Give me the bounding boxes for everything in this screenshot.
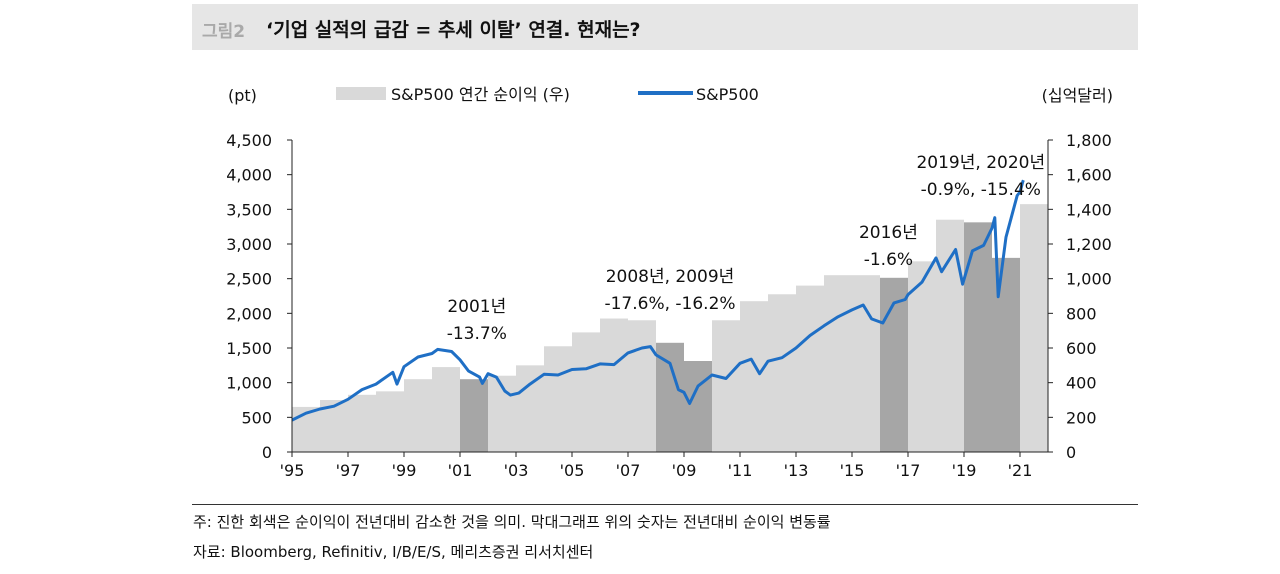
x-tick-label: '19	[952, 461, 977, 480]
figure-title: ‘기업 실적의 급감 = 추세 이탈’ 연결. 현재는?	[266, 19, 641, 41]
earnings-bar-2011	[740, 301, 768, 452]
earnings-bar-2021	[1020, 204, 1048, 452]
left-tick-label: 2,500	[226, 270, 272, 289]
axes: 0 500 1,000 1,500 2,000 2,500 3,000 3,500 4,000 4…	[226, 131, 1112, 480]
earnings-bar-2019	[964, 222, 992, 452]
left-tick-label: 4,000	[226, 166, 272, 185]
x-tick-label: '09	[672, 461, 697, 480]
figure-title-bar: 그림2 ‘기업 실적의 급감 = 추세 이탈’ 연결. 현재는?	[192, 4, 1138, 50]
right-tick-label: 1,800	[1066, 131, 1112, 150]
annotation-3-line-1: -0.9%, -15.4%	[921, 180, 1041, 200]
earnings-bar-2014	[824, 275, 852, 452]
right-tick-label: 800	[1066, 304, 1097, 323]
left-tick-label: 2,000	[226, 304, 272, 323]
right-tick-label: 1,600	[1066, 166, 1112, 185]
footer-divider	[192, 504, 1138, 505]
legend-label-sp500: S&P500	[696, 85, 759, 104]
legend-swatch-earnings	[336, 87, 386, 100]
annotation-2-line-1: -1.6%	[864, 250, 913, 270]
annotation-3-line-0: 2019년, 2020년	[916, 153, 1045, 173]
left-tick-label: 3,000	[226, 235, 272, 254]
left-tick-label: 0	[262, 443, 272, 462]
x-tick-label: '03	[504, 461, 529, 480]
left-tick-label: 1,000	[226, 374, 272, 393]
earnings-bars	[292, 204, 1048, 452]
earnings-bar-2012	[768, 294, 796, 452]
earnings-bar-2006	[600, 318, 628, 452]
x-tick-label: '17	[896, 461, 921, 480]
earnings-bar-2010	[712, 320, 740, 452]
annotation-1-line-1: -17.6%, -16.2%	[604, 294, 735, 314]
earnings-bar-2020	[992, 257, 1020, 452]
earnings-bar-1998	[376, 391, 404, 452]
x-tick-label: '07	[616, 461, 641, 480]
earnings-bar-1999	[404, 379, 432, 452]
left-tick-label: 500	[241, 408, 272, 427]
earnings-vs-sp500-chart: 0 500 1,000 1,500 2,000 2,500 3,000 3,500 4,000 4…	[226, 85, 1113, 480]
annotation-0-line-1: -13.7%	[447, 324, 507, 344]
left-tick-label: 1,500	[226, 339, 272, 358]
earnings-bar-2005	[572, 332, 600, 452]
earnings-bar-2000	[432, 367, 460, 452]
earnings-bar-2004	[544, 346, 572, 452]
sp500-line-layer	[291, 179, 1025, 422]
figure-label: 그림2	[202, 22, 246, 42]
right-tick-label: 200	[1066, 408, 1097, 427]
earnings-bar-2007	[628, 320, 656, 452]
chart-labels: (pt) (십억달러) S&P500 연간 순이익 (우) S&P500 2001년 -1…	[228, 85, 1113, 344]
x-tick-label: '01	[448, 461, 473, 480]
x-tick-label: '05	[560, 461, 585, 480]
x-tick-label: '11	[728, 461, 753, 480]
earnings-bar-2013	[796, 285, 824, 452]
annotation-2-line-0: 2016년	[859, 223, 918, 243]
x-tick-label: '95	[280, 461, 305, 480]
right-tick-label: 1,400	[1066, 200, 1112, 219]
x-tick-label: '21	[1008, 461, 1033, 480]
earnings-bar-2015	[852, 275, 880, 452]
right-tick-label: 1,200	[1066, 235, 1112, 254]
footer-source: 자료: Bloomberg, Refinitiv, I/B/E/S, 메리츠증권…	[193, 543, 594, 561]
earnings-bar-1997	[348, 394, 376, 452]
annotation-0-line-0: 2001년	[447, 297, 506, 317]
legend-label-earnings: S&P500 연간 순이익 (우)	[391, 85, 570, 104]
annotation-1-line-0: 2008년, 2009년	[606, 267, 735, 287]
right-tick-label: 600	[1066, 339, 1097, 358]
earnings-bar-2017	[908, 261, 936, 452]
earnings-bar-2009	[684, 361, 712, 452]
left-tick-label: 4,500	[226, 131, 272, 150]
right-tick-label: 0	[1066, 443, 1076, 462]
sp500-line	[291, 179, 1025, 422]
earnings-bar-2003	[516, 365, 544, 452]
left-tick-label: 3,500	[226, 200, 272, 219]
right-tick-label: 1,000	[1066, 270, 1112, 289]
earnings-bar-2008	[656, 342, 684, 452]
x-tick-label: '97	[336, 461, 361, 480]
footer-note: 주: 진한 회색은 순이익이 전년대비 감소한 것을 의미. 막대그래프 위의 …	[193, 513, 831, 531]
right-axis-unit: (십억달러)	[1042, 86, 1113, 105]
left-axis-unit: (pt)	[228, 86, 257, 105]
x-tick-label: '13	[784, 461, 809, 480]
earnings-bar-2018	[936, 219, 964, 452]
x-tick-label: '99	[392, 461, 417, 480]
x-tick-label: '15	[840, 461, 865, 480]
earnings-bar-2016	[880, 277, 908, 452]
earnings-bar-2001	[460, 379, 488, 452]
right-tick-label: 400	[1066, 374, 1097, 393]
